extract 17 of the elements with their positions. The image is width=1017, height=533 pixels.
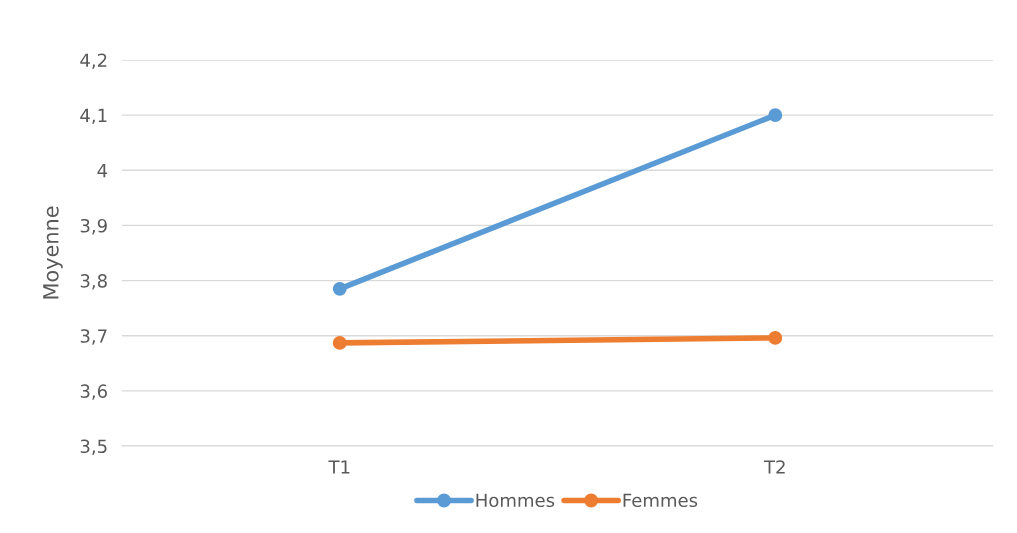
legend-label: Femmes (623, 493, 698, 508)
y-axis-title: Moyenne (43, 206, 63, 299)
point (332, 335, 347, 350)
point (768, 330, 783, 345)
point (768, 108, 783, 123)
y-tick-label: 4 (97, 163, 108, 178)
point (332, 281, 347, 296)
y-tick-label: 3,9 (80, 218, 107, 235)
y-tick-label: 3,8 (80, 274, 107, 290)
y-tick-label: 4,2 (80, 53, 107, 69)
x-tick-label: T2 (763, 460, 785, 474)
y-tick-label: 3,6 (80, 384, 107, 400)
y-tick-label: 3,7 (80, 329, 107, 345)
x-tick-label: T1 (328, 460, 350, 474)
legend-label: Hommes (476, 493, 555, 508)
y-tick-label: 3,5 (80, 439, 107, 455)
y-tick-label: 4,1 (80, 108, 107, 125)
